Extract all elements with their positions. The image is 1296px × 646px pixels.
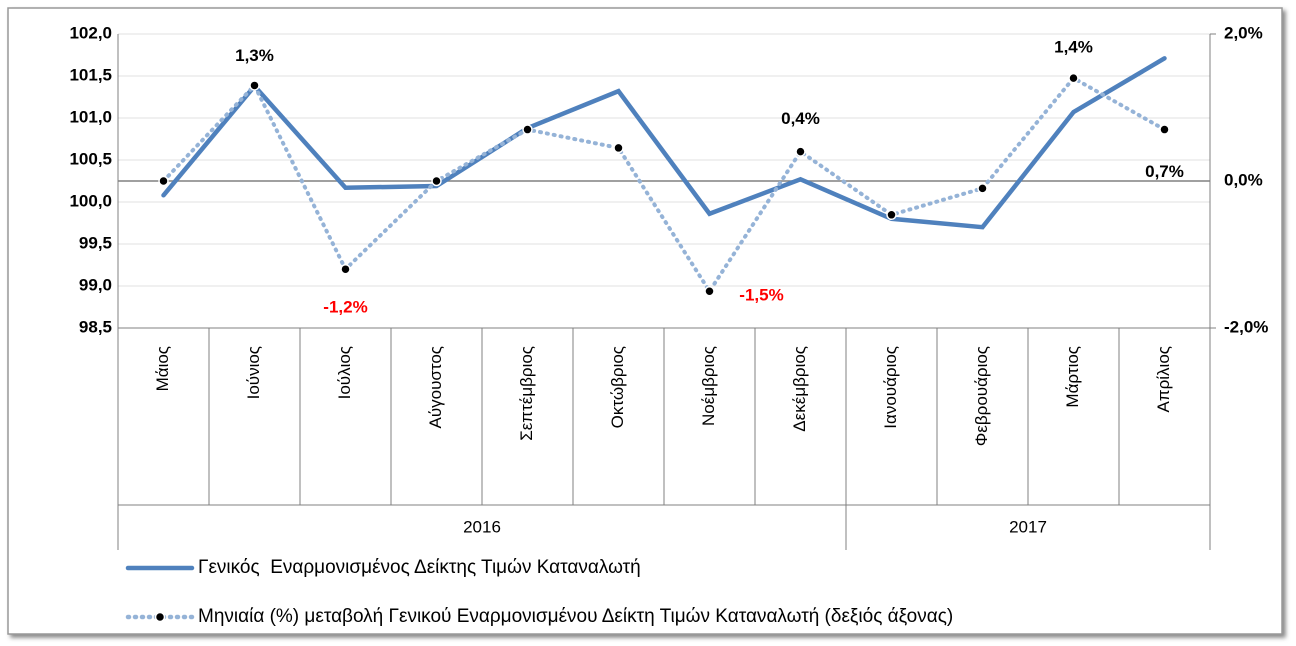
y-tick-label: 100,0 <box>69 191 112 210</box>
x-tick-label: Αύγουστος <box>426 346 445 429</box>
y-tick-label: 99,0 <box>79 275 112 294</box>
data-point <box>431 175 442 187</box>
x-tick-label: Μάρτιος <box>1063 346 1082 408</box>
data-point <box>249 80 260 91</box>
data-label: 1,3% <box>235 46 274 65</box>
data-point <box>795 146 806 157</box>
x-tick-label: Ιανουάριος <box>881 346 900 429</box>
legend-marker <box>154 611 166 623</box>
data-point <box>977 183 988 194</box>
series-line <box>161 75 1167 295</box>
legend-label: Μηνιαία (%) μεταβολή Γενικού Εναρμονισμέ… <box>198 606 953 627</box>
y-tick-label: 98,5 <box>79 317 112 336</box>
y-tick-label: 102,0 <box>69 23 112 42</box>
x-tick-label: Ιούνιος <box>244 346 263 399</box>
x-tick-label: Νοέμβριος <box>699 346 718 426</box>
series-line <box>161 56 1167 230</box>
x-tick-label: Δεκέμβριος <box>790 346 809 432</box>
x-tick-label: Φεβρουάριος <box>972 346 991 446</box>
data-label: 0,4% <box>781 109 820 128</box>
x-tick-label: Απρίλιος <box>1154 346 1173 412</box>
data-label: 0,7% <box>1145 162 1184 181</box>
data-label: 1,4% <box>1054 38 1093 57</box>
y-tick-label: 99,5 <box>79 233 112 252</box>
data-point <box>1068 72 1079 84</box>
x-tick-label: Οκτώβριος <box>608 346 627 428</box>
y-tick-label: 101,5 <box>69 65 112 84</box>
data-label: -1,2% <box>323 298 367 317</box>
data-point <box>704 286 715 297</box>
legend-label: Γενικός Εναρμονισμένος Δείκτης Τιμών Κατ… <box>198 557 641 578</box>
x-tick-label: Μάιος <box>153 346 172 391</box>
data-point <box>613 142 624 154</box>
y-tick-label: 100,5 <box>69 149 112 168</box>
x-tick-label: Σεπτέμβριος <box>517 346 536 441</box>
data-point <box>522 124 533 135</box>
y2-tick-label: 0,0% <box>1224 170 1263 189</box>
data-label: -1,5% <box>739 286 783 305</box>
frame <box>7 7 1283 635</box>
group-label: 2017 <box>1009 517 1047 536</box>
x-tick-label: Ιούλιος <box>335 346 354 399</box>
data-point <box>158 175 169 187</box>
y-tick-label: 101,0 <box>69 107 112 126</box>
data-point <box>340 263 351 275</box>
y2-tick-label: 2,0% <box>1224 23 1263 42</box>
data-point <box>886 209 897 221</box>
data-point <box>1159 124 1170 135</box>
group-label: 2016 <box>463 517 501 536</box>
y2-tick-label: -2,0% <box>1224 317 1268 336</box>
